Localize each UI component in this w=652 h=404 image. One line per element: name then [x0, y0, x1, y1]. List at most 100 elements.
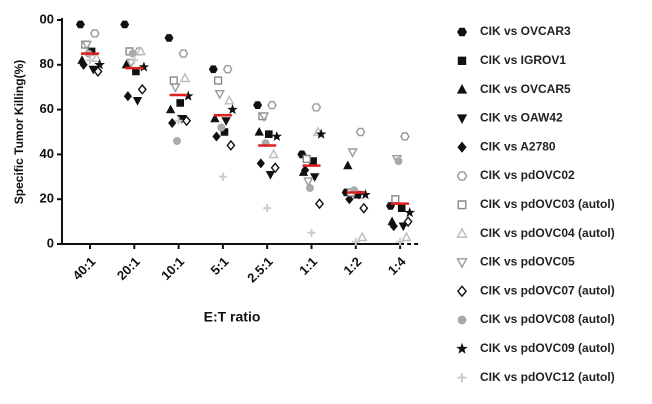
- data-point: [303, 177, 314, 187]
- legend-label: CIK vs pdOVC04 (autol): [480, 226, 615, 240]
- legend-marker: [456, 171, 468, 181]
- data-point: [400, 132, 410, 141]
- x-tick-label: 20:1: [114, 254, 143, 283]
- legend-label: CIK vs pdOVC08 (autol): [480, 312, 615, 326]
- data-point: [120, 20, 130, 29]
- data-point: [174, 116, 183, 125]
- data-point: [270, 162, 280, 174]
- data-point: [343, 160, 353, 170]
- data-point: [81, 40, 92, 51]
- y-tick-label: 20: [40, 191, 54, 206]
- x-tick-label: 40:1: [70, 254, 99, 283]
- data-point: [404, 207, 416, 218]
- legend-label: CIK vs A2780: [480, 139, 556, 153]
- data-point: [389, 221, 398, 232]
- data-point: [93, 65, 103, 78]
- legend-marker: [457, 27, 467, 37]
- data-point: [217, 123, 226, 132]
- data-point: [135, 45, 146, 56]
- x-tick-label: 1:2: [340, 254, 364, 278]
- legend-marker: [456, 342, 468, 354]
- data-point: [347, 148, 358, 158]
- legend-label: CIK vs pdOVC09 (autol): [480, 341, 615, 355]
- data-point: [182, 115, 192, 127]
- data-point: [263, 204, 272, 213]
- y-tick-label: 00: [40, 11, 54, 26]
- data-point: [218, 172, 227, 181]
- data-point: [398, 222, 408, 232]
- data-point: [86, 56, 94, 65]
- data-point: [359, 202, 369, 214]
- data-point: [401, 231, 412, 242]
- data-point: [302, 154, 311, 164]
- data-point: [254, 126, 264, 136]
- data-point: [253, 101, 263, 109]
- y-tick-label: 80: [40, 56, 54, 71]
- data-point: [396, 237, 405, 246]
- legend-label: CIK vs pdOVC07 (autol): [480, 283, 615, 297]
- data-point: [128, 49, 137, 58]
- data-point: [208, 65, 218, 74]
- data-point: [138, 61, 150, 72]
- legend-label: CIK vs OVCAR3: [480, 24, 571, 38]
- data-point: [397, 204, 406, 213]
- data-point: [165, 104, 176, 114]
- data-point: [258, 112, 270, 122]
- data-point: [315, 128, 327, 139]
- y-tick-label: 60: [40, 101, 54, 116]
- legend-marker: [456, 84, 468, 94]
- x-tick-label: 10:1: [158, 254, 187, 283]
- x-tick-label: 1:1: [296, 254, 320, 278]
- legend-label: CIK vs OAW42: [480, 111, 563, 125]
- data-point: [176, 99, 185, 107]
- data-point: [403, 216, 413, 228]
- data-point: [172, 136, 181, 145]
- data-point: [351, 237, 360, 246]
- legend-marker: [456, 258, 468, 269]
- legend-label: CIK vs OVCAR5: [480, 82, 571, 96]
- legend-label: CIK vs pdOVC05: [480, 255, 575, 269]
- data-point: [213, 76, 223, 85]
- data-point: [305, 183, 314, 192]
- legend-marker: [456, 114, 468, 124]
- data-point: [311, 103, 322, 112]
- data-point: [227, 104, 238, 115]
- data-point: [300, 165, 310, 176]
- data-point: [210, 113, 220, 123]
- x-tick-label: 1:4: [385, 253, 409, 277]
- data-point: [170, 83, 181, 93]
- legend-marker: [456, 227, 468, 238]
- legend-marker: [456, 285, 468, 298]
- x-axis-label: E:T ratio: [204, 309, 261, 325]
- legend-marker: [457, 141, 467, 153]
- legend-marker: [457, 373, 467, 383]
- data-point: [394, 157, 403, 166]
- x-tick-label: 5:1: [208, 254, 232, 278]
- legend-label: CIK vs pdOVC12 (autol): [480, 370, 615, 384]
- data-point: [268, 148, 279, 159]
- data-point: [75, 20, 85, 29]
- data-point: [355, 127, 366, 137]
- y-tick-label: 40: [40, 146, 54, 161]
- legend-label: CIK vs IGROV1: [480, 53, 566, 67]
- data-point: [169, 76, 178, 85]
- data-point: [89, 29, 100, 38]
- data-point: [94, 59, 105, 70]
- y-axis-label: Specific Tumor Killing(%): [12, 60, 26, 204]
- data-point: [314, 198, 325, 210]
- data-point: [221, 117, 231, 126]
- data-point: [91, 52, 102, 62]
- y-tick-label: 0: [47, 235, 54, 250]
- legend-marker: [457, 56, 467, 65]
- data-point: [391, 195, 400, 204]
- legend-marker: [457, 200, 467, 210]
- data-point: [271, 130, 283, 141]
- legend-marker: [457, 315, 467, 325]
- data-point: [345, 194, 354, 205]
- data-point: [256, 158, 265, 169]
- data-point: [265, 170, 276, 180]
- data-point: [130, 56, 139, 65]
- data-point: [179, 72, 191, 83]
- data-point: [310, 173, 320, 182]
